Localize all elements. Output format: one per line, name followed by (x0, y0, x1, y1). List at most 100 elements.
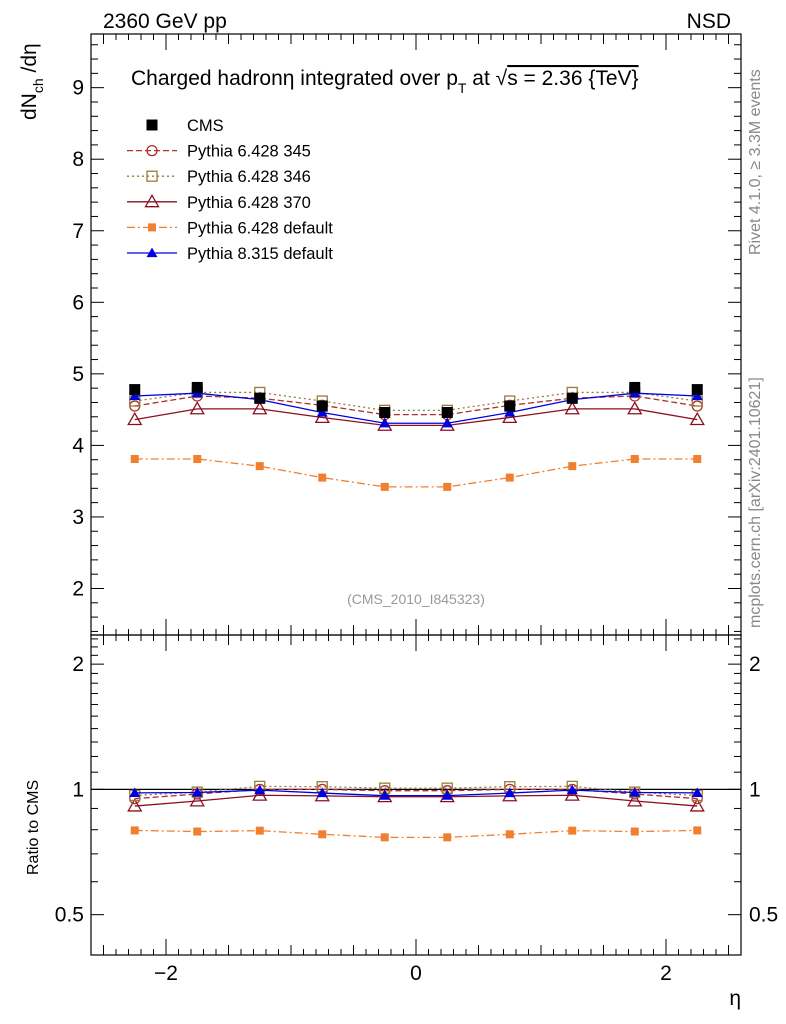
main-cms-point (629, 381, 641, 393)
ratio-pythia-6-428-default-point (630, 827, 639, 836)
main-y-tick-label: 4 (72, 434, 84, 457)
legend-marker-cms (146, 119, 158, 131)
ratio-pythia-6-428-default-point (130, 826, 139, 835)
main-pythia-6-428-default-point (130, 454, 139, 463)
rivet-version-label: Rivet 4.1.0, ≥ 3.3M events (747, 69, 764, 255)
ratio-y-tick-label-right: 1 (749, 778, 761, 801)
ratio-y-tick-label: 0.5 (55, 904, 84, 927)
main-pythia-6-428-default-point (193, 454, 202, 463)
main-pythia-6-428-345-line (134, 395, 698, 416)
legend-marker-pythia-8-315-default (146, 247, 158, 258)
main-y-tick-label: 2 (72, 577, 84, 600)
main-axes: 2 3 4 5 6 7 8 9 (72, 34, 741, 635)
legend-marker-pythia-6-428-346 (146, 170, 158, 182)
ratio-pythia-6-428-370-point (127, 798, 143, 812)
legend-marker-pythia-6-428-370 (144, 193, 160, 208)
header-beam-label: 2360 GeV pp (103, 10, 227, 33)
ratio-pythia-6-428-370-point (564, 787, 580, 801)
main-y-tick-label: 6 (72, 291, 84, 314)
ratio-pythia-6-428-default-point (693, 826, 702, 835)
main-pythia-6-428-370-point (689, 411, 705, 426)
main-pythia-8-315-default-point (316, 406, 328, 417)
ratio-pythia-6-428-346-line (134, 785, 698, 797)
ratio-y-tick-label-right: 2 (749, 653, 761, 676)
chart-title: Charged hadronη integrated over pT at √s… (131, 67, 639, 96)
ratio-y-axis-label: Ratio to CMS (25, 780, 42, 875)
analysis-tag: (CMS_2010_I845323) (347, 591, 485, 607)
main-pythia-6-428-370-point (564, 401, 580, 415)
ratio-pythia-6-428-370-point (689, 798, 705, 812)
legend-label-pythia-6-428-345: Pythia 6.428 345 (187, 143, 311, 161)
main-cms-point (129, 384, 141, 396)
main-y-axis-label: dNch /dη (18, 43, 46, 120)
header-process-label: NSD (687, 10, 731, 33)
ratio-y-tick-label: 2 (72, 653, 84, 676)
ratio-pythia-6-428-370-point (627, 793, 643, 807)
main-cms-point (316, 400, 328, 412)
main-cms-point (441, 406, 453, 418)
main-cms-point (191, 381, 203, 393)
main-cms-point (379, 406, 391, 418)
main-y-tick-label: 7 (72, 220, 84, 243)
ratio-series-group (91, 780, 741, 842)
main-pythia-6-428-default-point (693, 454, 702, 463)
x-axis-label: η (729, 987, 741, 1010)
main-pythia-6-428-default-line (134, 458, 698, 488)
legend: CMS Pythia 6.428 345 Pythia 6.428 346 Pythi… (127, 117, 333, 263)
main-pythia-6-428-346-line (134, 391, 698, 411)
ratio-pythia-6-428-370-line (134, 794, 698, 807)
main-pythia-6-428-default-point (568, 462, 577, 471)
x-tick-label: −2 (154, 962, 178, 985)
main-pythia-8-315-default-point (379, 417, 391, 428)
x-tick-label: 2 (660, 962, 672, 985)
ratio-pythia-6-428-default-point (380, 833, 389, 842)
main-pythia-8-315-default-point (441, 417, 453, 428)
ratio-pythia-6-428-default-line (134, 829, 698, 838)
ratio-pythia-8-315-default-point (254, 784, 266, 795)
ratio-pythia-8-315-default-point (316, 787, 328, 798)
main-y-tick-label: 8 (72, 148, 84, 171)
legend-label-pythia-8-315-default: Pythia 8.315 default (187, 245, 333, 263)
ratio-pythia-8-315-default-line (134, 789, 698, 797)
main-pythia-8-315-default-point (691, 390, 703, 401)
ratio-y-tick-label: 1 (72, 778, 84, 801)
ratio-pythia-8-315-default-point (379, 790, 391, 800)
main-pythia-6-428-370-line (134, 408, 698, 427)
legend-label-pythia-6-428-default: Pythia 6.428 default (187, 219, 333, 237)
ratio-pythia-8-315-default-point (629, 787, 641, 797)
ratio-pythia-8-315-default-point (566, 784, 578, 795)
legend-label-pythia-6-428-346: Pythia 6.428 346 (187, 168, 311, 186)
main-cms-point (254, 392, 266, 404)
main-pythia-6-428-370-point (252, 401, 268, 415)
main-pythia-6-428-370-point (627, 401, 643, 415)
legend-marker-pythia-6-428-345 (146, 144, 158, 157)
main-y-tick-label: 9 (72, 77, 84, 100)
ratio-pythia-6-428-default-point (193, 827, 202, 836)
legend-label-cms: CMS (187, 117, 224, 135)
main-pythia-6-428-default-point (443, 482, 452, 491)
ratio-pythia-8-315-default-point (191, 787, 203, 797)
main-y-tick-label: 3 (72, 506, 84, 529)
main-pythia-6-428-370-point (189, 401, 205, 415)
main-pythia-6-428-default-point (630, 454, 639, 463)
main-pythia-8-315-default-point (504, 406, 516, 417)
ratio-pythia-8-315-default-point (129, 787, 141, 798)
main-pythia-8-315-default-point (129, 390, 141, 401)
mcplots-source-label: mcplots.cern.ch [arXiv:2401.10621] (747, 377, 764, 628)
x-tick-label: 0 (410, 962, 422, 985)
ratio-y-tick-label-right: 0.5 (749, 904, 778, 927)
main-series-group (127, 381, 705, 491)
main-pythia-8-315-default-line (134, 392, 698, 424)
ratio-pythia-8-315-default-point (504, 787, 516, 798)
main-cms-point (691, 384, 703, 396)
ratio-pythia-6-428-370-point (189, 793, 205, 807)
ratio-pythia-6-428-370-point (252, 787, 268, 801)
main-pythia-6-428-370-point (502, 409, 518, 424)
main-pythia-6-428-default-point (505, 473, 514, 482)
ratio-pythia-6-428-default-point (255, 826, 264, 835)
ratio-pythia-8-315-default-point (441, 790, 453, 800)
main-pythia-6-428-default-point (255, 462, 264, 471)
main-pythia-6-428-default-point (380, 482, 389, 491)
main-pythia-6-428-370-point (314, 409, 330, 424)
